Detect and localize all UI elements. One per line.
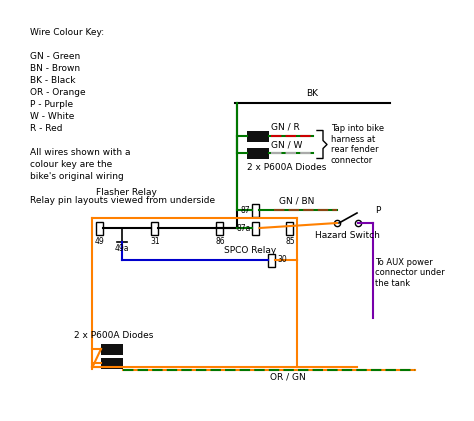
Text: Flasher Relay: Flasher Relay <box>96 188 157 197</box>
Bar <box>217 221 224 234</box>
Bar <box>247 131 269 141</box>
Text: 49: 49 <box>95 237 105 245</box>
Text: OR / GN: OR / GN <box>270 373 306 382</box>
Text: W - White: W - White <box>30 112 74 121</box>
Text: Tap into bike
harness at
rear fender
connector: Tap into bike harness at rear fender con… <box>331 124 384 165</box>
Bar <box>247 147 269 158</box>
Text: bike's original wiring: bike's original wiring <box>30 172 124 181</box>
Text: Wire Colour Key:: Wire Colour Key: <box>30 28 104 37</box>
Text: P - Purple: P - Purple <box>30 100 73 109</box>
Text: To AUX power
connector under
the tank: To AUX power connector under the tank <box>375 258 445 288</box>
Bar <box>152 221 158 234</box>
Text: BN - Brown: BN - Brown <box>30 64 80 73</box>
Text: BK: BK <box>307 89 319 98</box>
Text: 87a: 87a <box>236 224 250 232</box>
Text: GN / R: GN / R <box>271 123 300 132</box>
Text: Relay pin layouts viewed from underside: Relay pin layouts viewed from underside <box>30 196 215 205</box>
Text: OR - Orange: OR - Orange <box>30 88 86 97</box>
Text: BK - Black: BK - Black <box>30 76 75 85</box>
Text: 31: 31 <box>150 237 160 245</box>
Text: Hazard Switch: Hazard Switch <box>315 231 380 240</box>
Text: P: P <box>375 206 380 215</box>
Text: 30: 30 <box>277 256 287 264</box>
Text: 2 x P600A Diodes: 2 x P600A Diodes <box>247 163 327 172</box>
Bar <box>253 221 259 234</box>
Text: SPCO Relay: SPCO Relay <box>224 246 276 255</box>
Text: GN / W: GN / W <box>271 140 302 149</box>
Bar <box>253 203 259 216</box>
Text: R - Red: R - Red <box>30 124 63 133</box>
Bar <box>286 221 293 234</box>
Bar <box>101 357 123 368</box>
Text: All wires shown with a: All wires shown with a <box>30 148 130 157</box>
Text: GN / BN: GN / BN <box>279 196 314 205</box>
Text: 86: 86 <box>215 237 225 245</box>
Bar <box>101 344 123 354</box>
Bar <box>268 253 275 266</box>
Text: 2 x P600A Diodes: 2 x P600A Diodes <box>74 331 154 340</box>
Text: colour key are the: colour key are the <box>30 160 112 169</box>
Text: 85: 85 <box>285 237 295 245</box>
Text: GN - Green: GN - Green <box>30 52 80 61</box>
Text: 49a: 49a <box>115 244 129 253</box>
Text: 87: 87 <box>241 205 250 215</box>
Bar <box>97 221 103 234</box>
